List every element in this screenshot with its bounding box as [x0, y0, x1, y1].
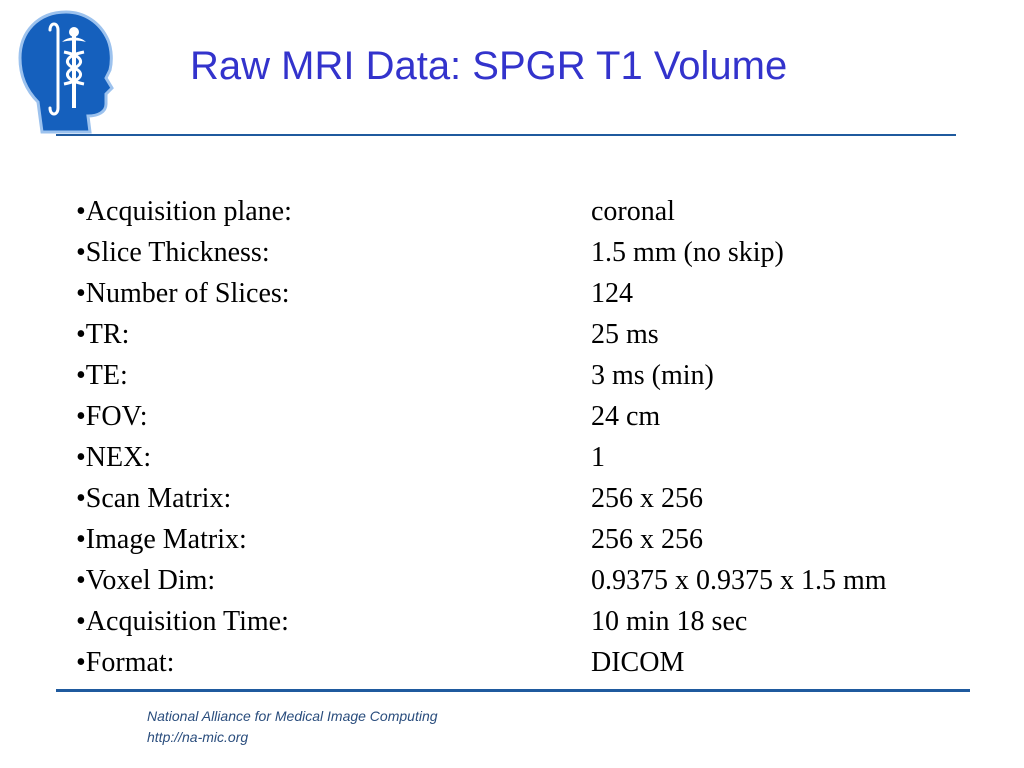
parameter-value: 124: [591, 278, 633, 309]
list-item: •Slice Thickness: 1.5 mm (no skip): [76, 232, 976, 273]
parameter-value: 3 ms (min): [591, 360, 714, 391]
title-divider: [56, 134, 956, 136]
list-item: •Number of Slices: 124: [76, 273, 976, 314]
parameter-label: •Slice Thickness:: [76, 237, 270, 268]
list-item: •Acquisition Time: 10 min 18 sec: [76, 601, 976, 642]
parameter-value: DICOM: [591, 647, 685, 678]
list-item: •Voxel Dim: 0.9375 x 0.9375 x 1.5 mm: [76, 560, 976, 601]
list-item: •FOV: 24 cm: [76, 396, 976, 437]
footer-divider: [56, 689, 970, 692]
parameter-label: •NEX:: [76, 442, 152, 473]
footer-url: http://na-mic.org: [147, 729, 249, 745]
list-item: •Scan Matrix: 256 x 256: [76, 478, 976, 519]
list-item: •TR: 25 ms: [76, 314, 976, 355]
parameter-list: •Acquisition plane: coronal •Slice Thick…: [76, 191, 976, 683]
parameter-label: •FOV:: [76, 401, 148, 432]
list-item: •TE: 3 ms (min): [76, 355, 976, 396]
parameter-value: 24 cm: [591, 401, 661, 432]
parameter-value: 256 x 256: [591, 483, 703, 514]
parameter-value: 10 min 18 sec: [591, 606, 748, 637]
footer-org-name: National Alliance for Medical Image Comp…: [147, 708, 438, 724]
na-mic-logo-icon: [18, 10, 114, 134]
parameter-label: •Image Matrix:: [76, 524, 247, 555]
list-item: •Image Matrix: 256 x 256: [76, 519, 976, 560]
parameter-label: •Format:: [76, 647, 175, 678]
parameter-label: •Number of Slices:: [76, 278, 290, 309]
list-item: •Format: DICOM: [76, 642, 976, 683]
parameter-label: •Acquisition plane:: [76, 196, 292, 227]
parameter-label: •TR:: [76, 319, 130, 350]
parameter-label: •Scan Matrix:: [76, 483, 232, 514]
page-title: Raw MRI Data: SPGR T1 Volume: [190, 44, 788, 88]
list-item: •NEX: 1: [76, 437, 976, 478]
parameter-value: 0.9375 x 0.9375 x 1.5 mm: [591, 565, 887, 596]
parameter-value: 256 x 256: [591, 524, 703, 555]
parameter-value: coronal: [591, 196, 675, 227]
parameter-label: •Voxel Dim:: [76, 565, 216, 596]
parameter-label: •Acquisition Time:: [76, 606, 289, 637]
list-item: •Acquisition plane: coronal: [76, 191, 976, 232]
parameter-value: 1: [591, 442, 605, 473]
parameter-label: •TE:: [76, 360, 128, 391]
parameter-value: 25 ms: [591, 319, 659, 350]
footer: National Alliance for Medical Image Comp…: [147, 706, 438, 748]
parameter-value: 1.5 mm (no skip): [591, 237, 784, 268]
